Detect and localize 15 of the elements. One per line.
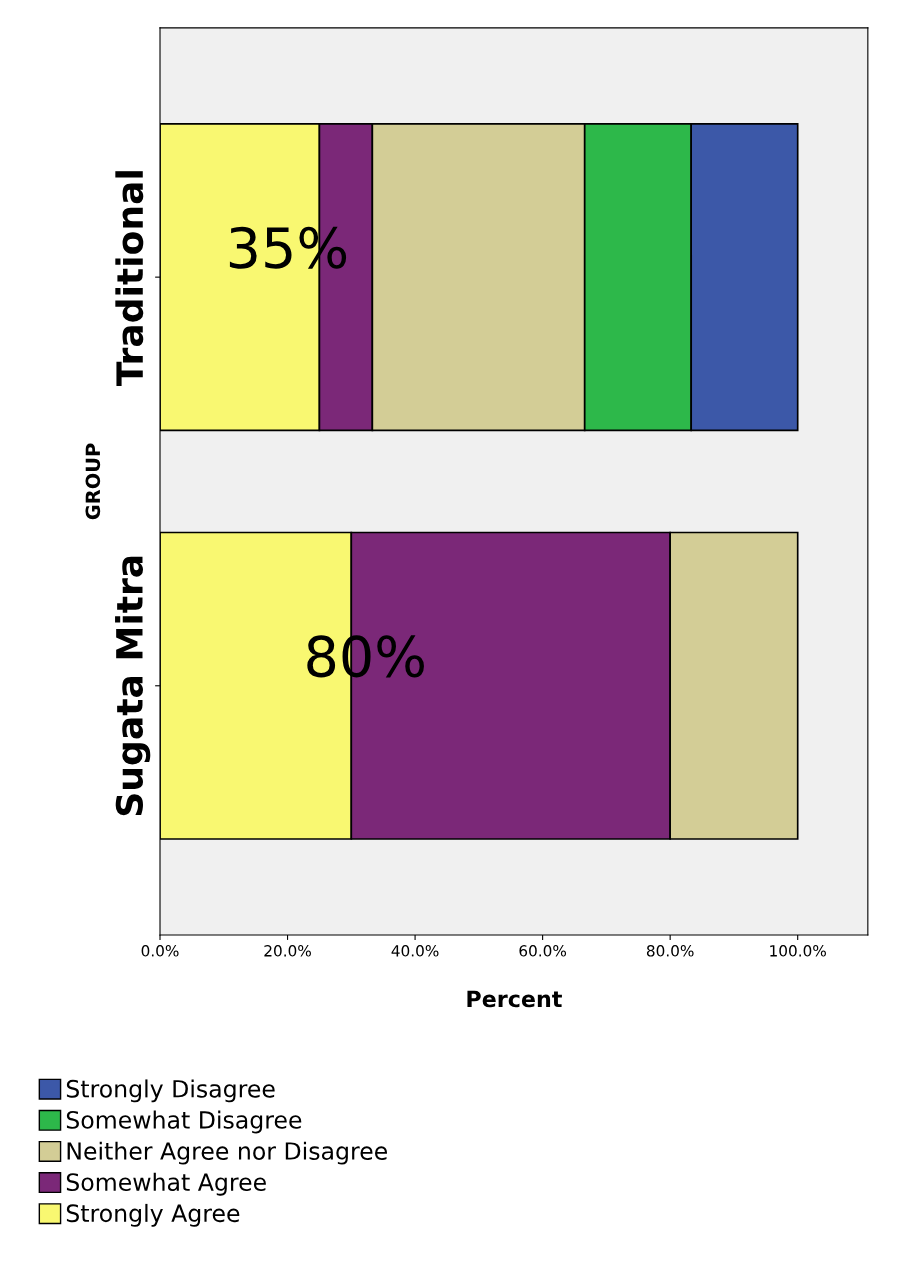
- x-tick-label: 100.0%: [770, 945, 826, 957]
- legend-label: Strongly Agree: [66, 1203, 240, 1227]
- legend-label: Somewhat Agree: [66, 1172, 266, 1196]
- legend-label: Strongly Disagree: [66, 1079, 275, 1103]
- x-tick-label: 80.0%: [646, 945, 694, 957]
- x-tick-label: 0.0%: [141, 945, 179, 957]
- legend-label: Neither Agree nor Disagree: [67, 1141, 387, 1165]
- y-tick-label: Traditional: [115, 171, 144, 386]
- y-axis-title: GROUP: [85, 443, 101, 520]
- x-tick-label: 60.0%: [519, 945, 567, 957]
- x-tick-label: 20.0%: [264, 945, 311, 957]
- y-tick-label: Sugata Mitra: [115, 556, 151, 816]
- x-tick-label: 40.0%: [391, 945, 439, 957]
- legend-label: Somewhat Disagree: [66, 1110, 302, 1134]
- x-axis-title: Percent: [467, 990, 562, 1008]
